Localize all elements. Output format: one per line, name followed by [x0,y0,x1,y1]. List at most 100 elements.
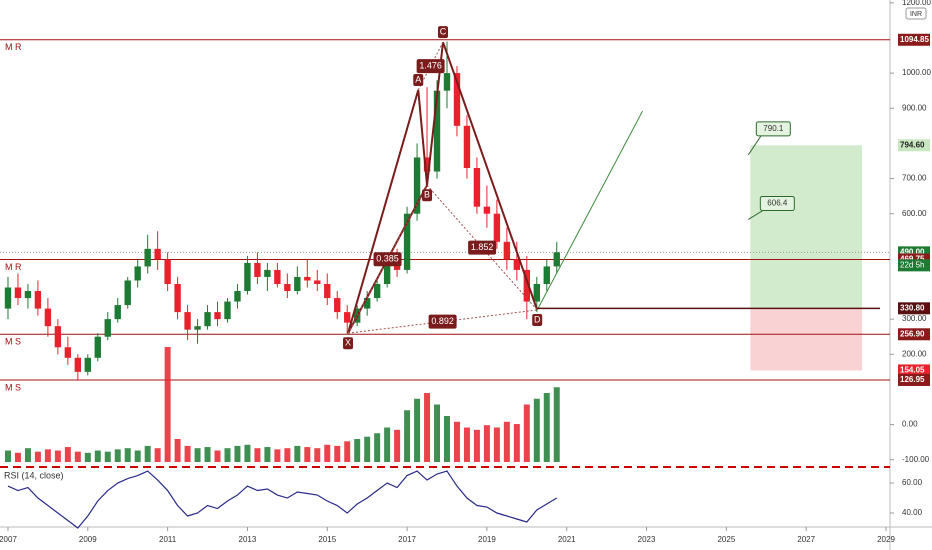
ratio-label: 1.852 [471,242,494,252]
candle-body [124,280,131,306]
candle-body [244,262,251,292]
candle-body [194,326,201,330]
y-tick-label: 200.00 [902,349,927,358]
x-tick-label: 2029 [877,535,895,544]
price-tag-label: 469.75 [900,255,925,264]
volume-bar [513,424,520,462]
volume-bar [334,445,341,462]
loss-zone [750,308,863,371]
candle-body [114,305,121,320]
x-tick-label: 2023 [638,535,656,544]
ratio-box [373,252,402,267]
candle-body [304,276,311,281]
candle-body [234,291,241,302]
candle-body [224,301,231,320]
candle-body [154,248,161,260]
candle-body [164,259,171,284]
candle-body [134,266,141,281]
candle-body [553,252,560,267]
volume-bar [493,427,500,462]
candle-body [44,308,52,327]
candle-body [214,312,221,320]
volume-bar [533,398,540,462]
candle-body [64,347,72,358]
volume-bar [94,450,101,462]
volume-bar [64,447,71,462]
volume-bar [364,436,371,462]
callout-label: 606.4 [767,199,788,208]
candle-body [254,262,261,277]
volume-bar [84,452,91,462]
candle-body [334,298,341,313]
candle-body [543,266,550,284]
pattern-point-box [422,189,433,202]
volume-bar [404,410,411,462]
volume-bar [274,449,281,462]
currency: INR [910,11,922,18]
price-tag [898,364,930,377]
candle-body [284,283,291,292]
volume-bar [24,448,31,462]
candle-body [94,336,101,358]
candle-body [533,283,540,302]
pattern-point-label: B [424,190,430,200]
x-tick-label: 2019 [478,535,496,544]
candle-body [363,298,371,309]
candle-body [443,73,451,91]
pattern-point-label: D [534,314,541,324]
price-tag [898,373,930,386]
candle-body [523,269,531,302]
price-tag-label: 1094.85 [900,35,929,44]
candle-body [34,291,42,309]
level-name: M R [5,42,22,52]
x-tick-label: 2009 [79,535,97,544]
candle-body [503,241,511,260]
price-tag-label: 126.95 [900,375,925,384]
candle-body [483,206,491,214]
ratio-box [416,59,445,74]
volume-bar [483,425,490,462]
ratio-box [428,314,457,329]
volume-bar [204,447,211,462]
volume-bar [394,429,401,462]
volume-bar [14,452,21,462]
volume-bar [354,439,361,462]
pattern-point-box [438,26,449,39]
price-tag-label: 490.00 [900,247,925,256]
ratio-label: 0.385 [376,254,399,264]
callout-label: 790.1 [763,124,784,133]
y-tick-label: 1200.00 [902,0,931,7]
countdown-box [898,259,930,272]
projection [536,110,643,311]
volume-bar [523,404,530,462]
rsi-tick-label: 40.00 [902,508,923,517]
callout-box [755,121,791,137]
volume-bar [34,451,41,462]
x-tick-label: 2015 [318,535,336,544]
volume-bar [444,416,450,462]
x-tick-label: 2011 [159,535,177,544]
profit-zone [750,145,863,309]
volume-bar [154,448,161,462]
rsi-title: RSI (14, close) [4,470,64,480]
level-name: M R [5,262,22,272]
currency-box [905,7,927,20]
rsi-line [7,470,558,529]
y-tick-label: 900.00 [902,103,927,112]
candle-body [393,262,401,270]
candle-body [473,168,481,207]
price-tag [898,139,930,152]
price-tag-label: 154.05 [900,366,925,375]
y-tick-label: 0.00 [902,420,918,429]
x-tick-label: 2013 [239,535,257,544]
candle-body [294,276,301,292]
volume-bar [174,439,181,462]
candle-body [513,259,521,270]
volume-bar [553,387,560,462]
volume-bar [144,445,151,462]
x-tick-label: 2007 [0,535,17,544]
candle-body [204,312,211,327]
candle-body [324,283,331,299]
candle-body [264,269,271,277]
candle-body [14,287,22,299]
